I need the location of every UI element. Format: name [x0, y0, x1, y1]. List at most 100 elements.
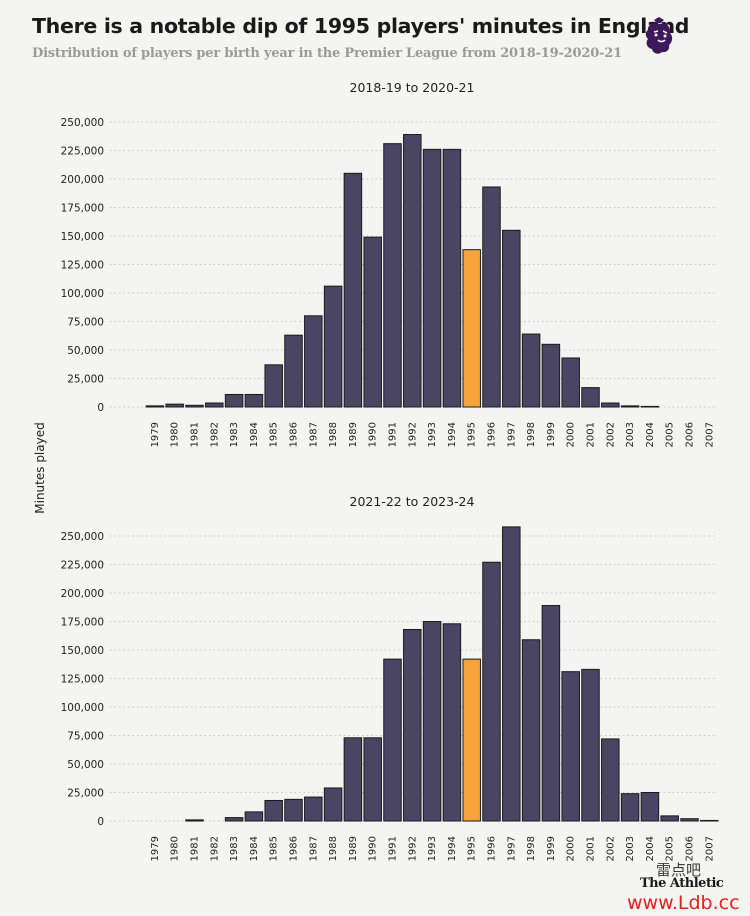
bar-1991 [383, 143, 402, 408]
x-tick-label: 1990 [368, 422, 379, 447]
y-tick-label: 0 [97, 402, 104, 414]
bar-2004 [640, 792, 660, 822]
x-tick-label: 1989 [348, 422, 359, 447]
bar-2005 [660, 815, 679, 822]
y-tick-label: 225,000 [61, 560, 104, 572]
x-tick-label: 1999 [546, 836, 557, 861]
panel-title: 2021-22 to 2023-24 [350, 494, 475, 509]
x-tick-label: 2003 [625, 836, 636, 861]
x-tick-label: 2000 [566, 422, 577, 447]
x-tick-label: 2002 [605, 422, 616, 447]
x-tick-label: 2003 [625, 422, 636, 447]
credit-logo: The Athletic [640, 876, 724, 891]
x-tick-label: 1981 [190, 836, 201, 861]
x-tick-label: 1990 [368, 836, 379, 861]
x-tick-label: 1988 [328, 422, 339, 447]
x-tick-label: 1994 [447, 422, 458, 447]
x-tick-label: 1986 [289, 422, 300, 447]
y-tick-label: 75,000 [67, 731, 104, 743]
x-tick-label: 1993 [427, 836, 438, 861]
bar-2002 [601, 402, 620, 408]
y-tick-label: 250,000 [61, 117, 104, 129]
y-tick-label: 50,000 [67, 759, 104, 771]
bar-1995 [462, 658, 481, 822]
y-tick-label: 25,000 [67, 788, 104, 800]
chart-subtitle: Distribution of players per birth year i… [32, 46, 622, 61]
x-tick-label: 1991 [388, 422, 399, 447]
x-tick-label: 2004 [645, 836, 656, 861]
watermark-top: 雷点吧 [656, 861, 702, 879]
bar-1990 [363, 737, 382, 822]
x-tick-label: 1983 [229, 836, 240, 861]
y-tick-label: 175,000 [61, 203, 104, 215]
bar-1981 [185, 819, 204, 822]
x-tick-label: 1979 [150, 422, 161, 447]
y-tick-label: 50,000 [67, 345, 104, 357]
x-tick-label: 1992 [407, 422, 418, 447]
bar-1989 [343, 172, 363, 408]
bar-1994 [442, 148, 462, 408]
x-tick-label: 2000 [566, 836, 577, 861]
bar-2003 [620, 793, 640, 822]
bar-1998 [521, 333, 541, 408]
x-tick-label: 2007 [704, 836, 715, 861]
y-tick-label: 225,000 [61, 146, 104, 158]
x-tick-label: 1984 [249, 836, 260, 861]
x-tick-label: 2001 [586, 836, 597, 861]
bar-1984 [244, 393, 264, 408]
x-tick-label: 2005 [665, 836, 676, 861]
bar-2000 [561, 357, 580, 408]
bar-2004 [640, 405, 660, 408]
x-tick-label: 1985 [269, 422, 280, 447]
bar-1990 [363, 236, 382, 408]
bar-1998 [521, 639, 541, 822]
y-tick-label: 125,000 [61, 260, 104, 272]
bar-1984 [244, 811, 264, 822]
y-tick-label: 100,000 [61, 702, 104, 714]
y-tick-label: 250,000 [61, 531, 104, 543]
bar-1999 [541, 605, 561, 822]
premier-league-lion-icon [645, 17, 673, 54]
y-tick-label: 125,000 [61, 674, 104, 686]
x-tick-label: 2002 [605, 836, 616, 861]
bar-1986 [284, 334, 303, 408]
x-tick-label: 2006 [685, 422, 696, 447]
x-tick-label: 2001 [586, 422, 597, 447]
x-tick-label: 1982 [209, 422, 220, 447]
bar-1982 [205, 402, 224, 408]
x-tick-label: 1995 [467, 422, 478, 447]
bar-1986 [284, 798, 303, 822]
x-tick-label: 1998 [526, 836, 537, 861]
bar-1991 [383, 658, 402, 822]
bar-1979 [145, 405, 165, 408]
x-tick-label: 1999 [546, 422, 557, 447]
x-tick-label: 1983 [229, 422, 240, 447]
bar-1992 [403, 134, 422, 408]
bar-1992 [403, 628, 422, 822]
x-tick-label: 1985 [269, 836, 280, 861]
y-tick-label: 75,000 [67, 317, 104, 329]
x-tick-label: 1992 [407, 836, 418, 861]
bar-1989 [343, 737, 363, 822]
x-tick-label: 1980 [170, 836, 181, 861]
bar-1999 [541, 343, 561, 408]
x-tick-label: 1982 [209, 836, 220, 861]
x-tick-label: 1996 [487, 836, 498, 861]
x-tick-label: 1989 [348, 836, 359, 861]
x-tick-label: 1987 [308, 422, 319, 447]
y-tick-label: 100,000 [61, 288, 104, 300]
bar-1988 [323, 285, 343, 408]
bar-1983 [224, 817, 244, 822]
bar-2001 [581, 668, 600, 822]
bar-1996 [482, 561, 501, 822]
bar-1985 [264, 364, 283, 408]
bar-1983 [224, 393, 244, 408]
bar-1997 [502, 526, 521, 822]
x-tick-label: 1993 [427, 422, 438, 447]
x-tick-label: 2006 [685, 836, 696, 861]
y-tick-label: 0 [97, 816, 104, 828]
y-tick-label: 175,000 [61, 617, 104, 629]
chart-title: There is a notable dip of 1995 players' … [32, 14, 690, 38]
bar-1994 [442, 623, 462, 822]
